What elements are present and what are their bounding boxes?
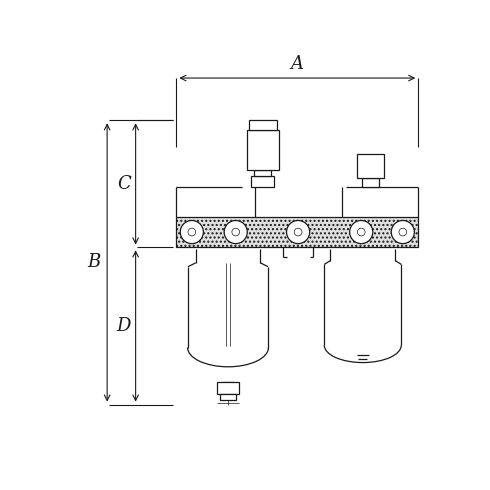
Bar	[176, 217, 418, 247]
Text: D: D	[117, 317, 131, 335]
Circle shape	[357, 228, 365, 236]
Circle shape	[188, 228, 196, 236]
Bar	[220, 394, 236, 400]
Circle shape	[180, 220, 203, 244]
Circle shape	[224, 220, 247, 244]
Bar	[251, 176, 274, 187]
Circle shape	[232, 228, 240, 236]
Circle shape	[399, 228, 407, 236]
Bar	[362, 178, 379, 187]
Text: A: A	[291, 55, 304, 74]
Text: C: C	[117, 175, 131, 193]
Circle shape	[391, 220, 415, 244]
Bar	[246, 130, 279, 170]
Bar	[249, 121, 276, 130]
Bar	[217, 382, 239, 394]
Circle shape	[350, 220, 373, 244]
Bar	[254, 170, 271, 176]
Circle shape	[294, 228, 302, 236]
Circle shape	[287, 220, 310, 244]
Text: B: B	[88, 253, 101, 271]
Bar	[357, 153, 384, 178]
